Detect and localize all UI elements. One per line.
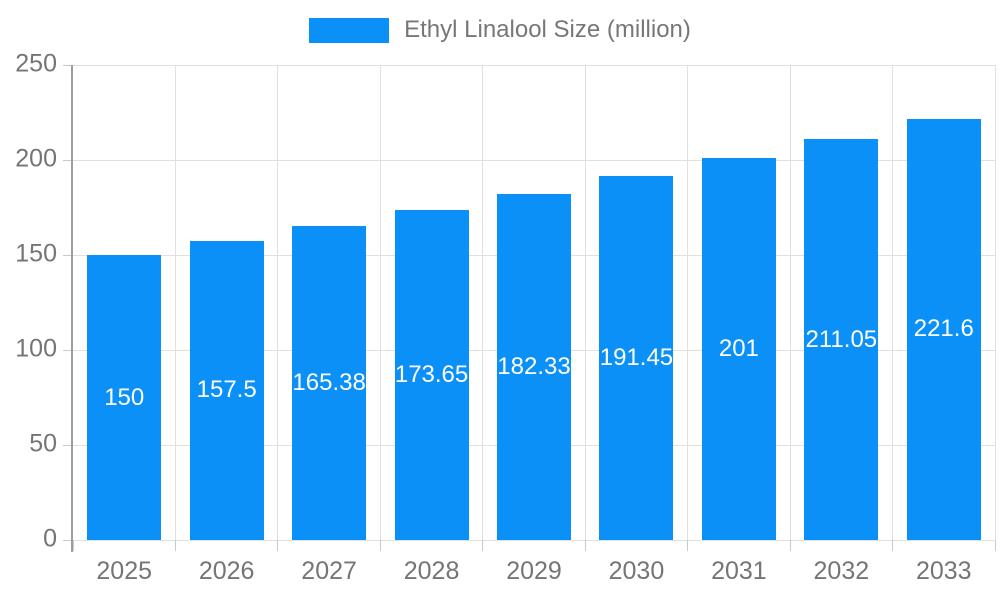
x-tick (687, 540, 689, 551)
bar-value-label: 157.5 (196, 376, 257, 404)
x-gridline (994, 65, 996, 540)
legend-label: Ethyl Linalool Size (million) (404, 16, 691, 43)
y-tick (63, 539, 71, 541)
x-axis-tick-label: 2026 (198, 557, 255, 585)
y-gridline (73, 539, 995, 541)
x-gridline (379, 65, 381, 540)
y-axis-tick-label: 200 (15, 144, 57, 173)
x-tick (994, 540, 996, 551)
y-axis-tick-label: 150 (15, 239, 57, 268)
y-tick (63, 444, 71, 446)
y-axis-tick-label: 250 (15, 49, 57, 78)
y-tick (63, 254, 71, 256)
x-axis-tick-label: 2033 (915, 557, 972, 585)
bar-value-label: 165.38 (292, 368, 366, 396)
bar-2033[interactable] (906, 118, 981, 540)
x-tick (789, 540, 791, 551)
y-gridline (73, 159, 995, 161)
plot-area: 0 50 100 150 200 250 150 2025 157.5 2026 165.38 202… (15, 51, 996, 584)
bar-value-label: 182.33 (497, 352, 571, 380)
bar-2025[interactable] (87, 255, 162, 540)
x-tick (277, 540, 279, 551)
x-axis-tick-label: 2025 (96, 557, 153, 585)
x-axis-tick-label: 2032 (813, 557, 870, 585)
bar-value-label: 191.45 (599, 344, 674, 372)
x-axis-tick-label: 2028 (403, 557, 460, 585)
x-axis-tick-label: 2027 (301, 557, 357, 585)
y-axis-tick-label: 50 (29, 429, 57, 458)
y-axis-tick-label: 100 (15, 334, 57, 363)
bar-2031[interactable] (701, 158, 776, 540)
bar-value-label: 201 (718, 335, 759, 363)
bar-value-label: 211.05 (805, 325, 878, 353)
y-axis-tick-label: 0 (43, 524, 57, 553)
x-gridline (687, 65, 689, 540)
x-axis-tick-label: 2031 (711, 557, 767, 585)
bar-value-label: 150 (104, 383, 145, 411)
bar-2027[interactable] (292, 225, 367, 540)
bar-2028[interactable] (394, 210, 469, 540)
y-tick (63, 159, 71, 161)
x-tick (482, 540, 484, 551)
x-tick (72, 540, 74, 551)
x-gridline (789, 65, 791, 540)
x-tick (174, 540, 176, 551)
y-tick (63, 349, 71, 351)
y-axis-line (71, 65, 73, 552)
x-gridline (277, 65, 279, 540)
x-tick (584, 540, 586, 551)
x-tick (379, 540, 381, 551)
y-tick (63, 64, 71, 66)
bar-2026[interactable] (189, 240, 264, 540)
chart-legend[interactable]: Ethyl Linalool Size (million) (0, 16, 1000, 44)
y-gridline (73, 64, 995, 66)
x-gridline (584, 65, 586, 540)
bar-2029[interactable] (497, 193, 571, 540)
x-axis-tick-label: 2029 (506, 557, 562, 585)
bar-value-label: 173.65 (394, 361, 469, 389)
x-gridline (892, 65, 894, 540)
x-tick (892, 540, 894, 551)
x-gridline (174, 65, 176, 540)
bar-2032[interactable] (804, 139, 879, 540)
bar-2030[interactable] (599, 176, 674, 540)
legend-swatch (309, 17, 390, 43)
x-axis-tick-label: 2030 (608, 557, 665, 585)
bar-value-label: 221.6 (913, 315, 974, 343)
x-gridline (482, 65, 484, 540)
